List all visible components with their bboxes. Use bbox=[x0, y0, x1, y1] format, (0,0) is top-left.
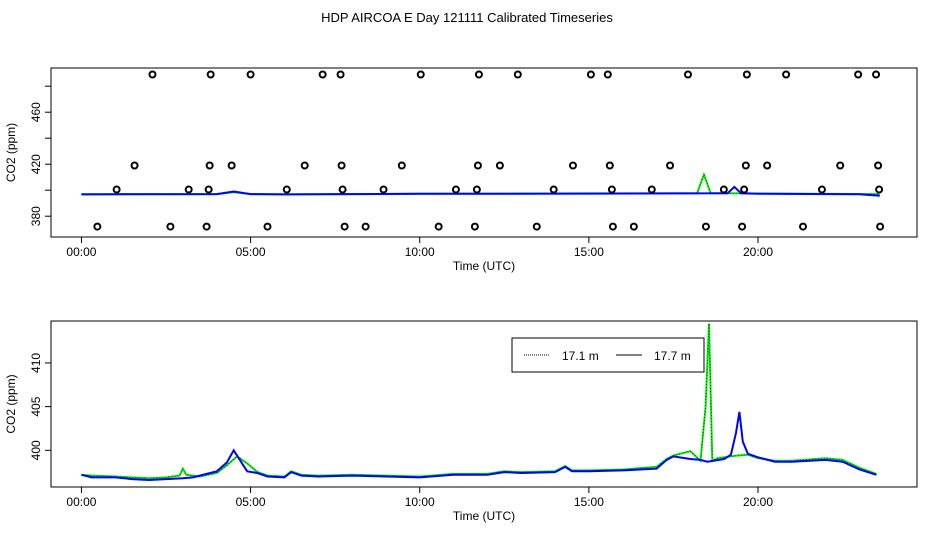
calibration-marker bbox=[184, 185, 193, 194]
y-tick-label: 420 bbox=[29, 154, 43, 174]
x-tick-label: 00:00 bbox=[66, 245, 96, 259]
x-tick-label: 20:00 bbox=[743, 245, 773, 259]
calibration-marker bbox=[397, 161, 406, 170]
x-tick-label: 10:00 bbox=[405, 245, 435, 259]
legend-label-17-7m: 17.7 m bbox=[654, 349, 691, 363]
calibration-marker bbox=[629, 222, 638, 231]
calibration-marker bbox=[470, 222, 479, 231]
series-line-17-1m bbox=[81, 323, 877, 480]
calibration-marker bbox=[166, 222, 175, 231]
series-line-17-1m bbox=[81, 171, 880, 196]
calibration-marker bbox=[607, 185, 616, 194]
calibration-marker bbox=[473, 161, 482, 170]
calibration-marker bbox=[205, 161, 214, 170]
calibration-marker bbox=[719, 185, 728, 194]
calibration-marker bbox=[263, 222, 272, 231]
y-tick-label: 405 bbox=[29, 396, 43, 416]
calibration-marker bbox=[854, 70, 863, 79]
y-axis-label: CO2 (ppm) bbox=[4, 123, 18, 182]
calibration-marker bbox=[337, 161, 346, 170]
calibration-marker bbox=[416, 70, 425, 79]
calibration-marker bbox=[227, 161, 236, 170]
calibration-marker bbox=[568, 161, 577, 170]
calibration-marker bbox=[148, 70, 157, 79]
plot-frame bbox=[50, 67, 918, 238]
calibration-marker bbox=[683, 70, 692, 79]
calibration-marker bbox=[549, 185, 558, 194]
calibration-marker bbox=[701, 222, 710, 231]
x-tick-label: 20:00 bbox=[743, 495, 773, 509]
x-tick-label: 00:00 bbox=[66, 495, 96, 509]
calibration-marker bbox=[605, 161, 614, 170]
series-line-17-7m bbox=[81, 185, 880, 197]
calibration-marker bbox=[741, 161, 750, 170]
calibration-marker bbox=[798, 222, 807, 231]
x-tick-label: 05:00 bbox=[236, 495, 266, 509]
calibration-marker bbox=[666, 161, 675, 170]
calibration-marker bbox=[738, 222, 747, 231]
calibration-marker bbox=[742, 70, 751, 79]
calibration-marker bbox=[472, 185, 481, 194]
calibration-marker bbox=[340, 222, 349, 231]
y-tick-label: 400 bbox=[29, 440, 43, 460]
calibrated-panel: 00:00 05:00 10:00 15:00 20:00 380 420 460 Time (… bbox=[4, 67, 918, 273]
calibration-marker bbox=[112, 185, 121, 194]
calibration-marker bbox=[875, 185, 884, 194]
calibration-marker bbox=[532, 222, 541, 231]
calibration-marker bbox=[246, 70, 255, 79]
plot-frame bbox=[50, 320, 918, 488]
series-line-17-1m-dots bbox=[81, 173, 880, 195]
calibration-marker bbox=[318, 70, 327, 79]
calibration-marker bbox=[451, 185, 460, 194]
calibration-marker bbox=[434, 222, 443, 231]
figure-title: HDP AIRCOA E Day 121111 Calibrated Times… bbox=[321, 10, 613, 25]
calibration-marker bbox=[204, 185, 213, 194]
y-tick-label: 380 bbox=[29, 206, 43, 226]
calibration-marker bbox=[282, 185, 291, 194]
calibration-marker bbox=[836, 161, 845, 170]
calibration-marker bbox=[782, 70, 791, 79]
y-tick-label: 460 bbox=[29, 102, 43, 122]
calibration-marker bbox=[740, 185, 749, 194]
calibration-marker bbox=[93, 222, 102, 231]
series-line-17-7m bbox=[81, 411, 877, 482]
calibration-marker bbox=[608, 222, 617, 231]
x-tick-label: 15:00 bbox=[574, 245, 604, 259]
x-tick-label: 05:00 bbox=[236, 245, 266, 259]
calibration-marker bbox=[336, 70, 345, 79]
calibration-marker bbox=[513, 70, 522, 79]
y-tick-label: 410 bbox=[29, 353, 43, 373]
legend-label-17-1m: 17.1 m bbox=[562, 349, 599, 363]
calibration-marker bbox=[647, 185, 656, 194]
calibration-marker bbox=[474, 70, 483, 79]
calibration-marker bbox=[338, 185, 347, 194]
legend: 17.1 m 17.7 m bbox=[511, 337, 705, 373]
calibration-marker bbox=[361, 222, 370, 231]
x-axis-label: Time (UTC) bbox=[453, 509, 515, 523]
calibration-marker bbox=[379, 185, 388, 194]
calibration-marker bbox=[874, 161, 883, 170]
calibration-marker bbox=[876, 222, 885, 231]
calibration-marker bbox=[300, 161, 309, 170]
calibration-marker bbox=[202, 222, 211, 231]
calibration-marker bbox=[130, 161, 139, 170]
calibration-marker bbox=[817, 185, 826, 194]
x-tick-label: 15:00 bbox=[574, 495, 604, 509]
y-axis-label: CO2 (ppm) bbox=[4, 374, 18, 433]
calibration-marker bbox=[603, 70, 612, 79]
x-axis-label: Time (UTC) bbox=[453, 259, 515, 273]
calibration-marker bbox=[495, 161, 504, 170]
timeseries-panel: 00:00 05:00 10:00 15:00 20:00 400 405 410 Time (… bbox=[4, 320, 918, 523]
x-tick-label: 10:00 bbox=[405, 495, 435, 509]
calibration-marker bbox=[206, 70, 215, 79]
calibration-marker bbox=[763, 161, 772, 170]
calibration-marker bbox=[586, 70, 595, 79]
series-line-17-1m-dots bbox=[81, 323, 877, 479]
calibration-marker bbox=[872, 70, 881, 79]
